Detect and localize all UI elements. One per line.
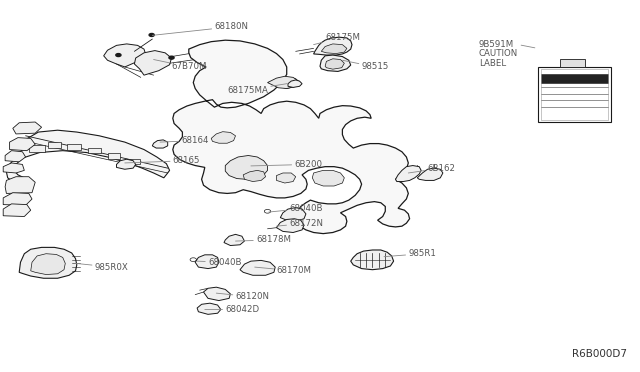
FancyBboxPatch shape <box>538 67 611 122</box>
Text: 6B162: 6B162 <box>408 164 456 173</box>
FancyBboxPatch shape <box>559 59 586 67</box>
Text: 68172N: 68172N <box>276 219 323 228</box>
Polygon shape <box>13 122 42 134</box>
Polygon shape <box>173 40 410 234</box>
Polygon shape <box>243 170 266 182</box>
Text: 6B200: 6B200 <box>251 160 323 169</box>
Polygon shape <box>325 59 344 69</box>
Polygon shape <box>320 55 351 71</box>
Polygon shape <box>31 254 65 275</box>
Polygon shape <box>3 204 31 217</box>
Circle shape <box>116 54 121 57</box>
Polygon shape <box>29 145 45 152</box>
Polygon shape <box>116 159 136 169</box>
Polygon shape <box>351 250 394 270</box>
Text: 9B591M: 9B591M <box>479 40 514 49</box>
Polygon shape <box>396 166 421 182</box>
Text: 68175MA: 68175MA <box>227 84 287 94</box>
Polygon shape <box>240 260 275 275</box>
Polygon shape <box>5 177 35 193</box>
Text: R6B000D7: R6B000D7 <box>572 349 627 359</box>
Text: CAUTION: CAUTION <box>479 49 518 58</box>
Polygon shape <box>129 159 140 164</box>
Polygon shape <box>314 37 352 55</box>
Text: 68175M: 68175M <box>314 33 360 45</box>
Polygon shape <box>88 148 101 153</box>
Polygon shape <box>288 80 302 87</box>
Polygon shape <box>3 193 32 205</box>
Polygon shape <box>312 170 344 186</box>
Polygon shape <box>6 130 170 183</box>
Polygon shape <box>67 144 81 150</box>
Polygon shape <box>104 44 146 67</box>
Polygon shape <box>225 155 268 179</box>
Text: 68178M: 68178M <box>236 235 291 244</box>
Polygon shape <box>3 163 24 173</box>
Text: 68042D: 68042D <box>205 305 259 314</box>
Polygon shape <box>204 287 230 301</box>
Polygon shape <box>195 255 219 269</box>
Polygon shape <box>19 247 77 278</box>
Text: 985R1: 985R1 <box>384 249 436 258</box>
Text: 68165: 68165 <box>125 156 200 165</box>
Polygon shape <box>108 154 120 159</box>
Text: 68040B: 68040B <box>197 258 241 267</box>
Polygon shape <box>5 151 26 162</box>
FancyBboxPatch shape <box>541 74 608 83</box>
Polygon shape <box>417 168 443 180</box>
Text: 985R0X: 985R0X <box>76 263 129 272</box>
Text: 67B70M: 67B70M <box>154 60 207 71</box>
Polygon shape <box>224 234 244 246</box>
Polygon shape <box>10 138 35 151</box>
Polygon shape <box>280 208 306 221</box>
Text: 68164: 68164 <box>160 136 209 145</box>
Text: 68180N: 68180N <box>152 22 248 35</box>
Circle shape <box>169 56 174 59</box>
Text: 98515: 98515 <box>342 60 389 71</box>
Text: 68040B: 68040B <box>269 204 323 213</box>
Polygon shape <box>197 303 221 314</box>
Polygon shape <box>276 173 296 183</box>
Polygon shape <box>152 140 168 148</box>
Polygon shape <box>268 76 300 89</box>
Polygon shape <box>321 44 347 54</box>
Polygon shape <box>211 132 236 143</box>
Circle shape <box>149 33 154 36</box>
Polygon shape <box>134 51 172 75</box>
Polygon shape <box>276 219 304 232</box>
Text: 68120N: 68120N <box>216 292 269 301</box>
Text: 68170M: 68170M <box>255 266 312 275</box>
Polygon shape <box>48 142 61 148</box>
Text: LABEL: LABEL <box>479 59 506 68</box>
Polygon shape <box>278 77 300 89</box>
